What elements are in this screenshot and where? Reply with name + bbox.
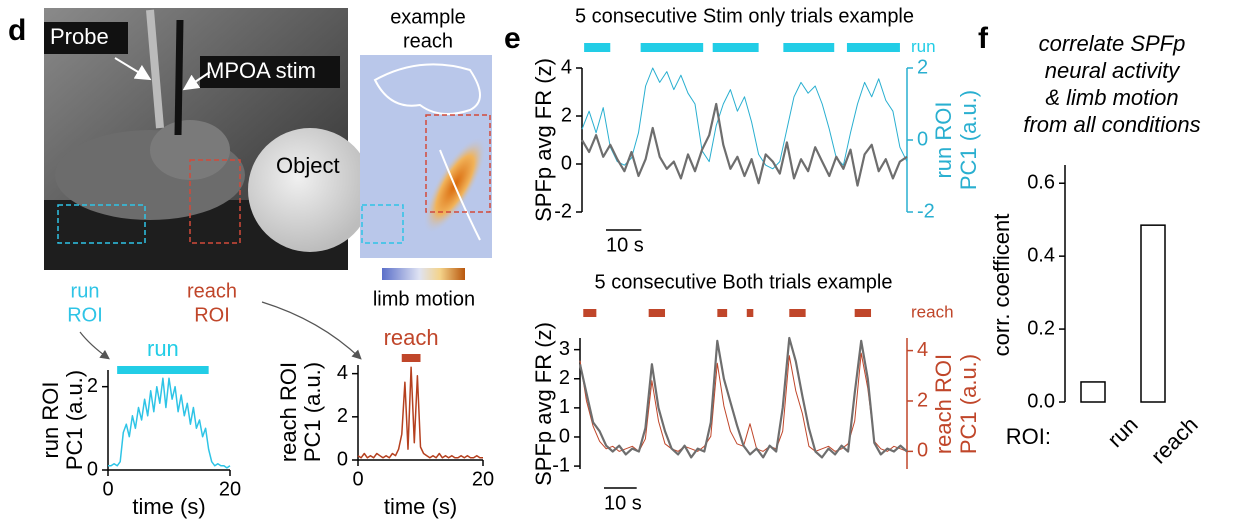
arrow	[79, 331, 110, 360]
x-axis-label: time (s)	[132, 494, 205, 519]
y-tick-label: 0	[561, 152, 572, 174]
inset-title: reach	[403, 30, 453, 52]
y-tick-label: 0	[917, 128, 928, 150]
chart-title: 5 consecutive Stim only trials example	[575, 5, 914, 27]
axis-label: corr. coefficent	[989, 214, 1014, 357]
data-line	[581, 67, 908, 170]
data-line	[108, 377, 231, 469]
panel-note: neural activity	[1045, 58, 1182, 83]
y-tick-label: 1	[559, 396, 570, 418]
data-line	[581, 102, 908, 187]
axis-label: PC1 (a.u.)	[62, 370, 87, 470]
scale-bar-label: 10 s	[604, 492, 642, 514]
event-bar	[789, 309, 806, 317]
photo-label: Probe	[50, 24, 109, 49]
y-tick-label: 2	[337, 405, 348, 427]
event-bar	[640, 43, 704, 52]
axis-label: reach ROI	[276, 362, 301, 462]
data-line	[578, 336, 908, 459]
event-label: run	[147, 336, 179, 361]
heatmap-inset	[360, 55, 492, 280]
event-label: run	[911, 37, 936, 56]
event-label: reach	[384, 325, 439, 350]
axis-label: PC1 (a.u.)	[956, 354, 981, 454]
y-tick-label: 0.6	[1027, 172, 1055, 194]
data-line	[357, 366, 483, 459]
y-tick-label: 0.0	[1027, 390, 1055, 412]
event-bar	[648, 309, 666, 317]
x-tick-label: 0	[102, 478, 113, 500]
inset-title: example	[390, 6, 466, 28]
y-tick-label: 4	[917, 339, 928, 361]
x-tick-label: 20	[219, 478, 241, 500]
y-tick-label: 0.4	[1027, 244, 1055, 266]
bar	[1080, 381, 1106, 403]
scale-bar-label: 10 s	[606, 234, 644, 256]
y-tick-label: 2	[917, 389, 928, 411]
chart-title: 5 consecutive Both trials example	[595, 271, 893, 293]
x-tick-label: 20	[472, 468, 494, 490]
axis-label: SPFp avg FR (z)	[531, 58, 556, 222]
axis-label: reach ROI	[931, 354, 956, 454]
event-bar	[584, 43, 611, 52]
x-tick-label: 0	[352, 468, 363, 490]
panel-label: d	[8, 14, 26, 47]
roi-label: ROI	[67, 304, 103, 326]
roi-label: reach	[187, 280, 237, 302]
panel-note: & limb motion	[1045, 85, 1178, 110]
y-tick-label: 4	[561, 56, 572, 78]
event-bar	[712, 43, 759, 52]
axis-label: run ROI	[38, 381, 63, 458]
axis-label: PC1 (a.u.)	[956, 90, 981, 190]
event-bar	[717, 309, 728, 317]
y-tick-label: 2	[559, 367, 570, 389]
panel-note: correlate SPFp	[1039, 31, 1186, 56]
axis-label: SPFp avg FR (z)	[531, 322, 556, 486]
colorbar-label: limb motion	[373, 288, 475, 310]
photo: Probe MPOA stim Object	[44, 8, 372, 270]
event-bar	[783, 43, 835, 52]
y-tick-label: 4	[337, 362, 348, 384]
event-bar	[117, 366, 209, 374]
axis-label: PC1 (a.u.)	[300, 362, 325, 462]
event-label: reach	[911, 302, 954, 321]
photo-label: Object	[276, 153, 340, 178]
roi-label: run	[71, 280, 100, 302]
event-bar	[746, 309, 754, 317]
y-tick-label: 0	[337, 448, 348, 470]
x-axis-label: ROI:	[1006, 424, 1051, 449]
y-tick-label: -2	[554, 200, 572, 222]
roi-label: ROI	[194, 304, 230, 326]
photo-label: MPOA stim	[206, 58, 316, 83]
y-tick-label: 2	[87, 375, 98, 397]
panel-label: f	[978, 22, 989, 55]
bar	[1140, 224, 1166, 403]
y-tick-label: 0	[917, 440, 928, 462]
y-tick-label: -2	[917, 200, 935, 222]
event-bar	[401, 354, 421, 362]
y-tick-label: 3	[559, 338, 570, 360]
x-axis-label: time (s)	[384, 494, 457, 519]
y-tick-label: 2	[917, 56, 928, 78]
y-tick-label: 0.2	[1027, 317, 1055, 339]
panel-note: from all conditions	[1023, 112, 1200, 137]
y-tick-label: 0	[87, 458, 98, 480]
x-tick-label: reach	[1146, 412, 1203, 469]
arrow	[261, 301, 362, 360]
event-bar	[846, 43, 900, 52]
y-tick-label: -1	[552, 454, 570, 476]
y-tick-label: 0	[559, 425, 570, 447]
y-tick-label: 2	[561, 104, 572, 126]
event-bar	[854, 309, 872, 317]
axis-label: run ROI	[931, 101, 956, 178]
event-bar	[583, 309, 597, 317]
x-tick-label: run	[1102, 412, 1142, 452]
panel-label: e	[504, 22, 521, 55]
